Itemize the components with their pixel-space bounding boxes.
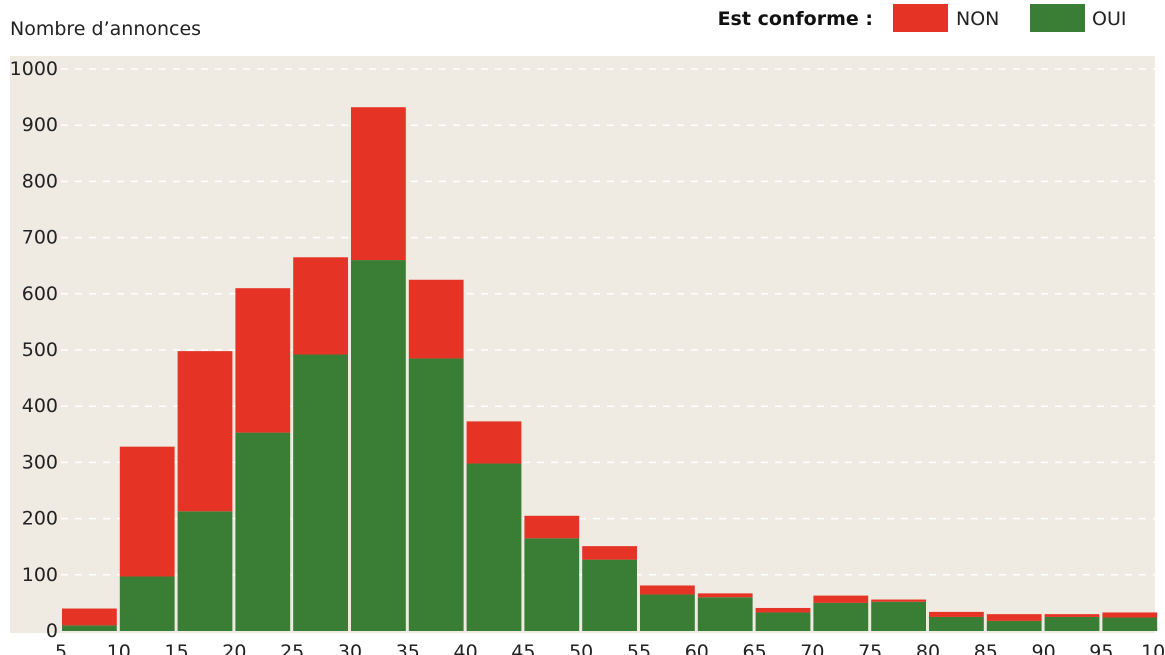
legend-label-oui: OUI (1092, 8, 1126, 30)
bar-non (119, 446, 175, 577)
bars (62, 107, 1158, 631)
bar-oui (582, 559, 637, 631)
legend-label-non: NON (956, 8, 999, 30)
x-tick-label: 35 (396, 641, 420, 655)
bar-non (1102, 612, 1158, 618)
x-tick-label: 70 (800, 641, 824, 655)
x-tick-label: 45 (511, 641, 535, 655)
y-tick-label: 1000 (10, 58, 58, 80)
bar-oui (408, 358, 464, 631)
y-tick-label: 400 (22, 395, 58, 417)
x-tick-label: 40 (454, 641, 478, 655)
y-axis-ticks: 0 100 200 300 400 500 600 700 800 900 1000 (10, 58, 58, 642)
x-tick-label: 25 (280, 641, 304, 655)
bar-non (235, 288, 291, 433)
bar-oui (755, 612, 811, 631)
bar-oui (1102, 617, 1158, 631)
bar-non (466, 421, 522, 464)
bar-oui (293, 354, 348, 631)
y-tick-label: 600 (22, 283, 58, 305)
x-tick-label: 95 (1089, 641, 1113, 655)
bar-oui (466, 463, 522, 631)
y-tick-label: 500 (22, 339, 58, 361)
x-tick-label: 65 (743, 641, 767, 655)
bar-non (293, 257, 348, 355)
x-tick-label: 30 (338, 641, 362, 655)
x-tick-label: 15 (165, 641, 189, 655)
legend: Est conforme : NON OUI (718, 4, 1126, 32)
legend-title: Est conforme : (718, 8, 873, 30)
x-tick-label: 90 (1032, 641, 1056, 655)
bar-oui (871, 601, 926, 631)
bar-oui (929, 616, 984, 631)
x-tick-label: 5 (55, 641, 67, 655)
x-tick-label: 10 (107, 641, 131, 655)
bar-oui (62, 625, 117, 631)
y-tick-label: 100 (22, 564, 58, 586)
bar-oui (986, 620, 1042, 631)
y-tick-label: 200 (22, 508, 58, 530)
bar-non (582, 546, 637, 560)
x-tick-label: 50 (569, 641, 593, 655)
bar-oui (177, 511, 233, 631)
y-tick-label: 700 (22, 227, 58, 249)
y-tick-label: 0 (46, 620, 58, 642)
bar-non (986, 614, 1042, 621)
bar-non (351, 107, 406, 261)
y-tick-label: 800 (22, 170, 58, 192)
x-tick-label: 85 (974, 641, 998, 655)
bar-oui (697, 597, 753, 631)
bar-non (697, 593, 753, 598)
y-tick-label: 900 (22, 114, 58, 136)
bar-non (524, 515, 580, 539)
bar-non (62, 608, 117, 626)
x-tick-label: 80 (916, 641, 940, 655)
bar-oui (351, 260, 406, 631)
bar-non (408, 279, 464, 359)
y-axis-label: Nombre d’annonces (10, 18, 201, 40)
x-tick-label: 20 (222, 641, 246, 655)
bar-oui (640, 594, 695, 631)
bar-non (871, 599, 926, 602)
x-tick-label: 100 (1141, 641, 1165, 655)
bar-oui (119, 576, 175, 631)
bar-non (929, 611, 984, 617)
x-tick-label: 60 (685, 641, 709, 655)
bar-oui (813, 602, 869, 631)
legend-swatch-non (893, 4, 948, 32)
bar-non (1044, 614, 1100, 617)
bar-non (813, 595, 869, 603)
legend-swatch-oui (1030, 4, 1085, 32)
bar-oui (1044, 616, 1100, 631)
x-axis-ticks: 5 10 15 20 25 30 35 40 45 50 55 60 65 70 75 80 85 90 95 100 (55, 641, 1165, 655)
bar-non (640, 585, 695, 595)
bar-oui (235, 432, 291, 631)
y-tick-label: 300 (22, 451, 58, 473)
bar-oui (524, 538, 580, 631)
bar-non (177, 351, 233, 512)
x-tick-label: 55 (627, 641, 651, 655)
bar-non (755, 607, 811, 613)
x-tick-label: 75 (858, 641, 882, 655)
